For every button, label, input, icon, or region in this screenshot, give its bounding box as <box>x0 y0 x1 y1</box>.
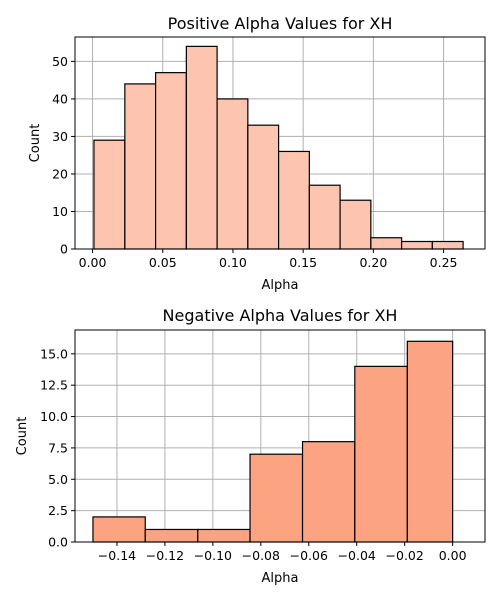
x-tick-label: 0.00 <box>79 255 107 270</box>
y-axis-label: Count <box>28 124 43 163</box>
x-tick-label: 0.10 <box>219 255 247 270</box>
y-tick-label: 10.0 <box>40 409 68 424</box>
x-tick-label: 0.05 <box>149 255 177 270</box>
x-tick-label: −0.08 <box>242 548 280 563</box>
x-tick-label: −0.04 <box>338 548 376 563</box>
histogram-bar <box>431 240 464 250</box>
x-tick-label: −0.10 <box>194 548 232 563</box>
histogram-bar <box>247 124 280 250</box>
histogram-bar <box>249 453 304 543</box>
histogram-bar <box>185 45 218 250</box>
y-tick-label: 0.0 <box>48 535 68 550</box>
histogram-bar <box>197 528 251 543</box>
x-tick-label: 0.20 <box>359 255 387 270</box>
histogram-bar <box>301 441 356 543</box>
y-axis-label: Count <box>15 417 30 456</box>
histogram-bar <box>400 240 433 250</box>
plot-frame <box>74 329 486 543</box>
y-tick-label: 12.5 <box>40 378 68 393</box>
y-tick-label: 40 <box>52 91 68 106</box>
histogram-bar <box>339 199 372 250</box>
y-tick-label: 0 <box>60 242 68 257</box>
plot-frame <box>74 36 486 250</box>
x-axis-label: Alpha <box>262 571 299 586</box>
y-tick-label: 2.5 <box>48 503 68 518</box>
histogram-bar <box>277 150 310 250</box>
histogram-bar <box>144 528 199 543</box>
x-tick-label: −0.12 <box>146 548 184 563</box>
y-tick-label: 50 <box>52 54 68 69</box>
x-tick-label: −0.14 <box>98 548 136 563</box>
x-tick-label: 0.00 <box>439 548 467 563</box>
y-tick-label: 20 <box>52 166 68 181</box>
histogram-bar <box>92 516 146 543</box>
histogram-bar <box>406 340 454 543</box>
chart-negative-alpha: −0.14 −0.12 −0.10 −0.08 −0.06 −0.04 −0.02 0.00 0… <box>15 306 486 586</box>
histogram-bar <box>308 184 341 250</box>
x-tick-label: 0.15 <box>289 255 317 270</box>
chart-positive-alpha: 0.00 0.05 0.10 0.15 0.20 0.25 0 10 20 30 40 50 Posit… <box>28 14 486 293</box>
x-axis-label: Alpha <box>262 278 299 293</box>
x-tick-label: −0.06 <box>290 548 328 563</box>
y-tick-label: 15.0 <box>40 346 68 361</box>
y-tick-label: 10 <box>52 204 68 219</box>
y-tick-label: 5.0 <box>48 472 68 487</box>
x-tick-label: −0.02 <box>386 548 424 563</box>
y-tick-label: 30 <box>52 129 68 144</box>
histogram-bar <box>93 139 126 250</box>
histogram-bar <box>370 237 403 250</box>
histogram-bar <box>154 72 187 250</box>
histogram-bar <box>124 83 157 250</box>
x-tick-label: 0.25 <box>430 255 458 270</box>
y-tick-label: 7.5 <box>48 440 68 455</box>
histogram-bar <box>354 365 408 543</box>
histogram-bar <box>216 98 249 250</box>
chart-title: Positive Alpha Values for XH <box>168 14 393 33</box>
chart-title: Negative Alpha Values for XH <box>163 306 398 325</box>
